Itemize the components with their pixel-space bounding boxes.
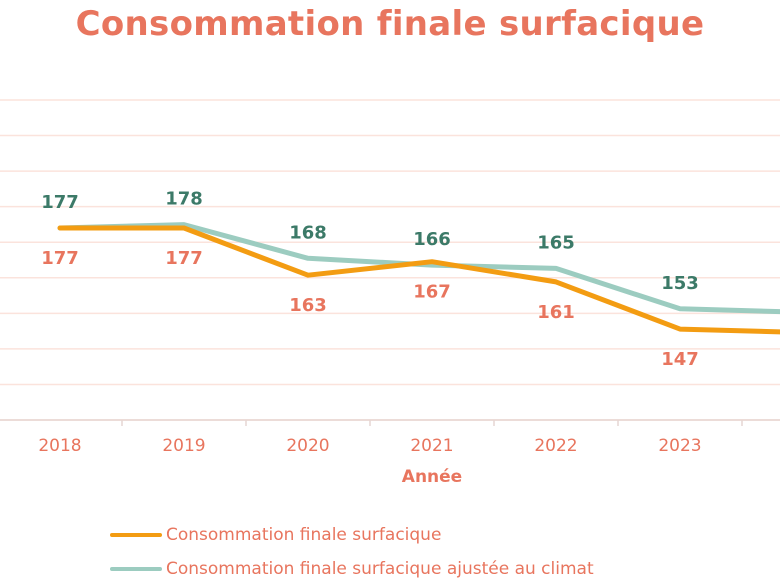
legend-swatch-ajustee xyxy=(110,567,162,571)
series-line-consommation xyxy=(57,225,780,335)
data-label-consommation: 163 xyxy=(289,295,327,316)
legend: Consommation finale surfacique Consommat… xyxy=(110,518,594,586)
data-label-consommation: 147 xyxy=(661,349,699,370)
data-label-ajustee: 166 xyxy=(413,229,451,250)
x-tick-label: 2020 xyxy=(286,436,329,456)
data-label-ajustee: 153 xyxy=(661,273,699,294)
series-line-ajustee xyxy=(57,222,780,315)
legend-label-ajustee: Consommation finale surfacique ajustée a… xyxy=(166,559,594,579)
x-axis-title: Année xyxy=(402,467,462,487)
data-label-consommation: 177 xyxy=(165,248,203,269)
x-tick-label: 2023 xyxy=(658,436,701,456)
legend-swatch-consommation xyxy=(110,533,162,537)
x-tick-label: 2021 xyxy=(410,436,453,456)
x-tick-label: 2018 xyxy=(38,436,81,456)
data-label-consommation: 161 xyxy=(537,302,575,323)
x-tick-label: 2022 xyxy=(534,436,577,456)
x-tick-label: 2019 xyxy=(162,436,205,456)
data-label-ajustee: 178 xyxy=(165,189,203,210)
legend-item-consommation: Consommation finale surfacique xyxy=(110,518,594,552)
data-label-consommation: 177 xyxy=(41,248,79,269)
legend-label-consommation: Consommation finale surfacique xyxy=(166,525,442,545)
data-label-consommation: 167 xyxy=(413,282,451,303)
data-label-ajustee: 165 xyxy=(537,232,575,253)
chart-title: Consommation finale surfacique xyxy=(75,4,705,44)
data-label-ajustee: 177 xyxy=(41,192,79,213)
data-label-ajustee: 168 xyxy=(289,222,327,243)
legend-item-ajustee: Consommation finale surfacique ajustée a… xyxy=(110,552,594,586)
